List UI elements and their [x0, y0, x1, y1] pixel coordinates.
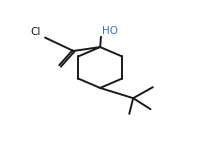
- Text: Cl: Cl: [31, 27, 41, 37]
- Text: HO: HO: [102, 26, 118, 36]
